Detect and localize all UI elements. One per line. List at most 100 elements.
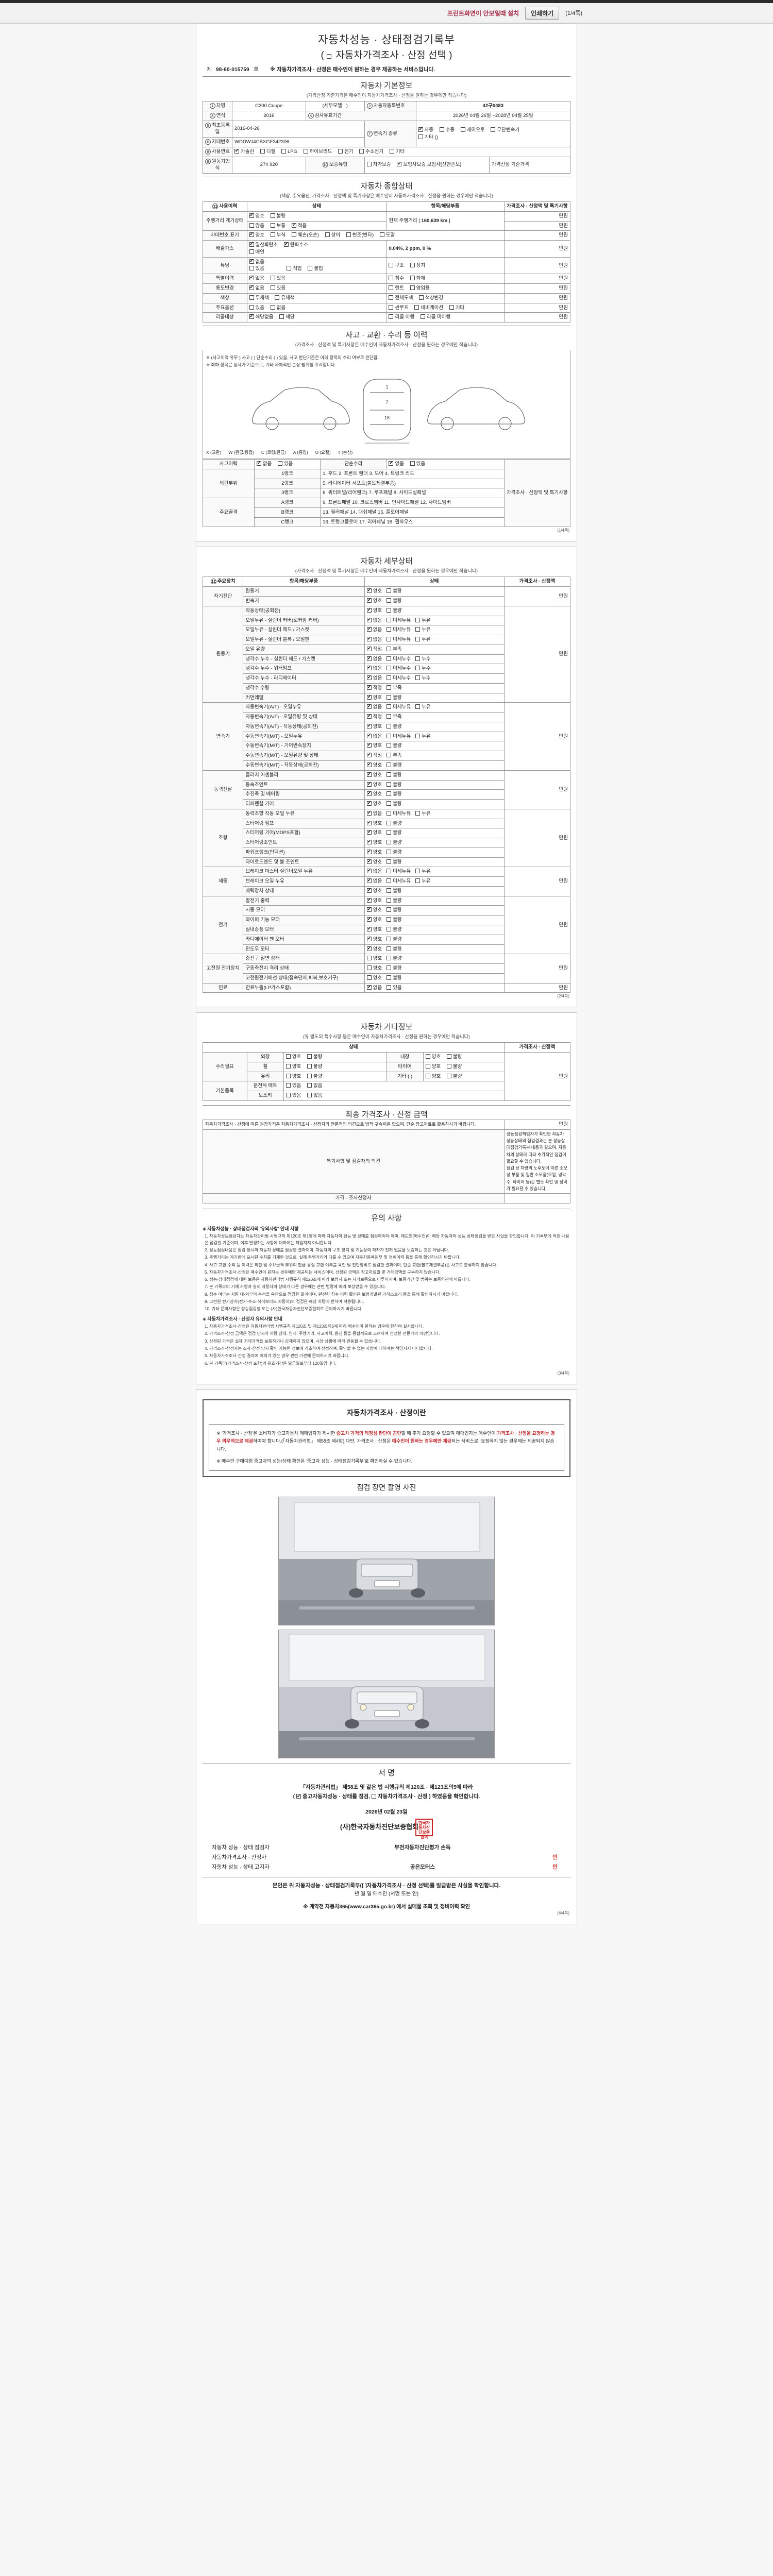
checkbox-icon[interactable] [386,685,392,690]
checkbox-icon[interactable] [234,147,240,154]
checkbox-icon[interactable] [389,285,394,291]
detail-option[interactable]: 부족 [386,714,402,721]
trans-option-manual[interactable]: 수동 [439,127,455,134]
tun-opt-yes[interactable]: 있음 [249,265,264,273]
checkbox-icon-price[interactable] [372,1793,377,1799]
checkbox-icon[interactable] [307,1083,312,1088]
detail-option[interactable]: 양호 [366,965,382,972]
checkbox-icon[interactable] [389,295,394,300]
detail-option[interactable]: 없음 [366,877,382,885]
detail-option[interactable]: 없음 [366,674,382,682]
checkbox-icon[interactable] [386,617,392,622]
checkbox-icon[interactable] [366,877,372,884]
checkbox-icon[interactable] [386,791,392,796]
detail-option[interactable]: 불량 [386,839,402,846]
tun-opt-legal[interactable]: 적법 [287,265,302,273]
tun-opt-device[interactable]: 장치 [410,262,425,269]
checkbox-icon[interactable] [366,655,372,662]
checkbox-icon[interactable] [415,869,421,874]
car-diagram-svg[interactable]: 1 7 16 [242,370,531,447]
checkbox-icon[interactable] [366,625,372,632]
checkbox-icon[interactable] [249,249,254,254]
checkbox-icon[interactable] [366,645,372,652]
detail-option[interactable]: 미세누수 [386,656,411,663]
vin-opt-altered[interactable]: 변조(변타) [346,232,374,239]
checkbox-icon[interactable] [386,607,392,613]
checkbox-icon[interactable] [389,460,394,466]
rcl-opt-applicable[interactable]: 해당 [279,314,295,321]
detail-option[interactable]: 불량 [386,888,402,895]
detail-option[interactable]: 불량 [386,829,402,837]
mat-yes[interactable]: 있음 [285,1082,301,1090]
fuel-option-electric[interactable]: 전기 [338,148,354,156]
detail-option[interactable]: 미세누유 [386,810,411,818]
fuel-option-diesel[interactable]: 디젤 [260,148,275,156]
checkbox-icon[interactable] [249,241,254,247]
checkbox-icon[interactable] [366,684,372,690]
checkbox-icon[interactable] [283,241,289,247]
detail-option[interactable]: 없음 [366,655,382,663]
detail-option[interactable]: 없음 [366,664,382,672]
detail-option[interactable]: 누유 [415,878,431,885]
detail-option[interactable]: 불량 [386,607,402,615]
detail-option[interactable]: 누수 [415,665,431,672]
checkbox-icon[interactable] [386,849,392,854]
price-survey-checkbox[interactable] [327,54,332,59]
checkbox-icon[interactable] [366,790,372,796]
detail-option[interactable]: 없음 [366,984,382,992]
checkbox-icon[interactable] [389,304,394,310]
checkbox-icon[interactable] [249,274,254,281]
col-opt-achromatic[interactable]: 무채색 [249,295,269,302]
detail-option[interactable]: 적정 [366,713,382,721]
checkbox-icon[interactable] [415,878,421,884]
detail-option[interactable]: 양호 [366,606,382,615]
checkbox-icon[interactable] [366,800,372,806]
tir-good[interactable]: 양호 [425,1063,441,1071]
detail-option[interactable]: 없음 [366,625,382,634]
checkbox-icon[interactable] [386,646,392,651]
checkbox-icon[interactable] [386,627,392,632]
detail-option[interactable]: 미세누유 [386,868,411,875]
checkbox-icon[interactable] [389,314,394,319]
checkbox-icon[interactable] [418,134,423,139]
checkbox-icon[interactable] [415,627,421,632]
detail-option[interactable]: 양호 [366,955,382,962]
rcl-opt-done[interactable]: 리콜 이행 [389,314,414,321]
checkbox-icon[interactable] [270,223,275,228]
checkbox-icon[interactable] [386,743,392,748]
detail-option[interactable]: 불량 [386,859,402,866]
checkbox-icon[interactable] [386,956,392,961]
checkbox-icon[interactable] [386,666,392,671]
int-good[interactable]: 양호 [425,1054,441,1061]
detail-option[interactable]: 불량 [386,791,402,798]
trans-option-other[interactable]: 기타 () [418,134,438,141]
checkbox-icon[interactable] [366,635,372,642]
mat-no[interactable]: 없음 [307,1082,322,1090]
checkbox-icon[interactable] [386,598,392,603]
gls-bad[interactable]: 불량 [307,1073,322,1080]
warranty-option-insurer[interactable]: 보험사보증 보험사[신한손보] [397,160,461,168]
detail-option[interactable]: 양호 [366,858,382,866]
col-opt-fullpaint[interactable]: 전체도색 [389,295,413,302]
checkbox-icon[interactable] [366,828,372,835]
checkbox-icon[interactable] [386,714,392,719]
checkbox-icon[interactable] [249,313,254,319]
ext-bad[interactable]: 불량 [307,1054,322,1061]
checkbox-icon[interactable] [386,897,392,903]
checkbox-icon[interactable] [279,314,284,319]
key-yes[interactable]: 있음 [285,1092,301,1099]
checkbox-icon[interactable] [386,588,392,594]
tir-bad[interactable]: 불량 [446,1063,462,1071]
detail-option[interactable]: 양호 [366,597,382,605]
checkbox-icon[interactable] [256,460,261,466]
detail-option[interactable]: 미세누유 [386,617,411,624]
checkbox-icon[interactable] [366,984,372,990]
fuel-option-gasoline[interactable]: 가솔린 [234,147,254,156]
checkbox-icon[interactable] [346,232,351,238]
spc-opt-none[interactable]: 없음 [249,274,264,282]
checkbox-icon[interactable] [366,616,372,623]
checkbox-icon[interactable] [379,232,384,238]
checkbox-icon[interactable] [366,761,372,768]
checkbox-icon[interactable] [366,587,372,594]
checkbox-icon[interactable] [366,809,372,816]
